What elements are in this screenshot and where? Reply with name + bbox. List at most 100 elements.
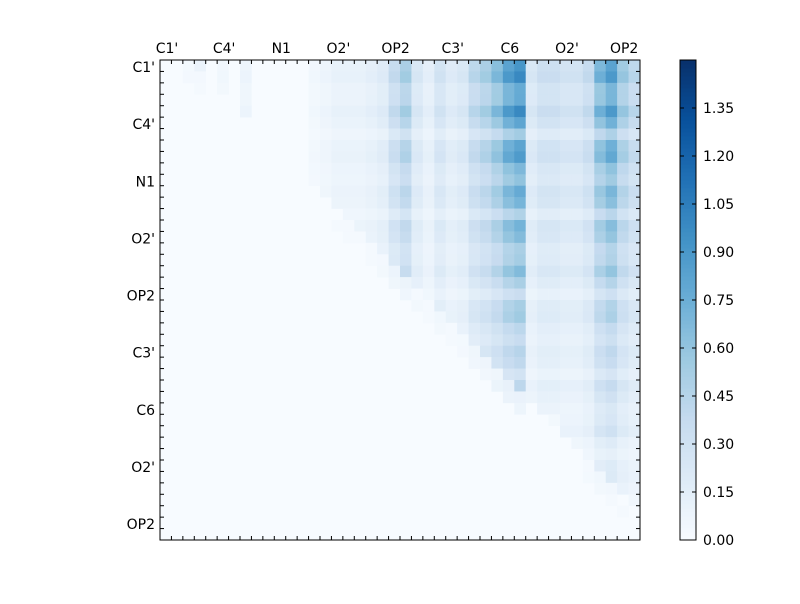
- heatmap-cell: [457, 300, 469, 312]
- y-tick-label: C3': [132, 346, 155, 362]
- heatmap-cell: [537, 174, 549, 187]
- heatmap-cell: [571, 334, 584, 347]
- x-tick-label: O2': [327, 41, 351, 57]
- heatmap-cell: [422, 208, 435, 221]
- heatmap-cell: [537, 402, 549, 415]
- heatmap-cell: [354, 185, 367, 198]
- heatmap-cell: [411, 231, 424, 244]
- heatmap-cell: [594, 140, 607, 152]
- heatmap-cell: [571, 437, 584, 449]
- heatmap-cell: [411, 265, 424, 278]
- heatmap-cell: [342, 162, 355, 175]
- heatmap-cell: [560, 368, 572, 381]
- heatmap-cell: [617, 368, 629, 381]
- heatmap-cell: [594, 82, 607, 95]
- colorbar-segment: [680, 312, 696, 317]
- heatmap-cell: [320, 162, 332, 175]
- heatmap-cell: [605, 254, 618, 267]
- heatmap-cell: [594, 94, 607, 107]
- heatmap-cell: [594, 460, 607, 472]
- heatmap-cell: [628, 185, 641, 198]
- heatmap-cell: [411, 174, 424, 187]
- heatmap-cell: [514, 311, 527, 324]
- heatmap-cell: [411, 71, 424, 84]
- heatmap-cell: [560, 128, 572, 141]
- heatmap-cell: [560, 140, 572, 152]
- heatmap-cell: [560, 185, 572, 198]
- colorbar-segment: [680, 404, 696, 409]
- heatmap-cell: [582, 71, 595, 84]
- heatmap-cell: [571, 231, 584, 244]
- heatmap-cell: [525, 117, 538, 129]
- heatmap-cell: [582, 82, 595, 95]
- heatmap-cell: [582, 357, 595, 369]
- heatmap-cell: [457, 231, 469, 244]
- heatmap-cell: [594, 117, 607, 129]
- heatmap-cell: [617, 391, 629, 404]
- heatmap-cell: [445, 117, 458, 129]
- heatmap-cell: [617, 220, 629, 232]
- heatmap-cell: [617, 460, 629, 472]
- heatmap-cell: [571, 402, 584, 415]
- colorbar-segment: [680, 492, 696, 497]
- heatmap-cell: [525, 380, 538, 392]
- heatmap-cell: [605, 208, 618, 221]
- heatmap-cell: [468, 357, 481, 369]
- heatmap-cell: [582, 437, 595, 449]
- heatmap-cell: [582, 174, 595, 187]
- heatmap-cell: [388, 71, 401, 84]
- heatmap-cell: [480, 140, 492, 152]
- colorbar-segment: [680, 536, 696, 541]
- heatmap-cell: [480, 71, 492, 84]
- heatmap-cell: [331, 71, 344, 84]
- heatmap-cell: [320, 174, 332, 187]
- heatmap-cell: [491, 380, 504, 392]
- heatmap-cell: [628, 231, 641, 244]
- heatmap-cell: [594, 197, 607, 209]
- heatmap-cell: [617, 425, 629, 438]
- heatmap-cell: [617, 448, 629, 461]
- heatmap-cell: [320, 71, 332, 84]
- heatmap-cell: [560, 357, 572, 369]
- y-tick-label: C1': [132, 60, 155, 76]
- heatmap-cell: [560, 242, 572, 255]
- heatmap-cell: [628, 82, 641, 95]
- heatmap-cell: [628, 151, 641, 164]
- heatmap-cell: [422, 128, 435, 141]
- heatmap-cell: [445, 242, 458, 255]
- colorbar-tick-label: 0.60: [703, 341, 734, 357]
- colorbar-segment: [680, 304, 696, 309]
- colorbar-segment: [680, 236, 696, 241]
- heatmap-cell: [331, 82, 344, 95]
- heatmap-cell: [525, 174, 538, 187]
- heatmap-cell: [571, 368, 584, 381]
- heatmap-cell: [502, 368, 515, 381]
- heatmap-cell: [582, 391, 595, 404]
- heatmap-cell: [617, 311, 629, 324]
- heatmap-cell: [331, 105, 344, 118]
- heatmap-cell: [628, 368, 641, 381]
- heatmap-cell: [400, 71, 412, 84]
- heatmap-cell: [468, 151, 481, 164]
- heatmap-cell: [617, 151, 629, 164]
- heatmap-cell: [548, 231, 561, 244]
- heatmap-cell: [617, 174, 629, 187]
- colorbar-segment: [680, 356, 696, 361]
- heatmap-cell: [342, 105, 355, 118]
- heatmap-cell: [445, 277, 458, 289]
- heatmap-cell: [308, 82, 321, 95]
- heatmap-cell: [525, 277, 538, 289]
- heatmap-cell: [548, 105, 561, 118]
- heatmap-cell: [537, 368, 549, 381]
- heatmap-cell: [422, 254, 435, 267]
- heatmap-cell: [605, 117, 618, 129]
- heatmap-cell: [514, 162, 527, 175]
- colorbar-segment: [680, 248, 696, 253]
- colorbar-segment: [680, 408, 696, 413]
- heatmap-cell: [365, 208, 378, 221]
- colorbar-segment: [680, 384, 696, 389]
- heatmap-cell: [537, 242, 549, 255]
- heatmap-cell: [182, 71, 195, 84]
- colorbar-segment: [680, 180, 696, 185]
- heatmap-cell: [308, 105, 321, 118]
